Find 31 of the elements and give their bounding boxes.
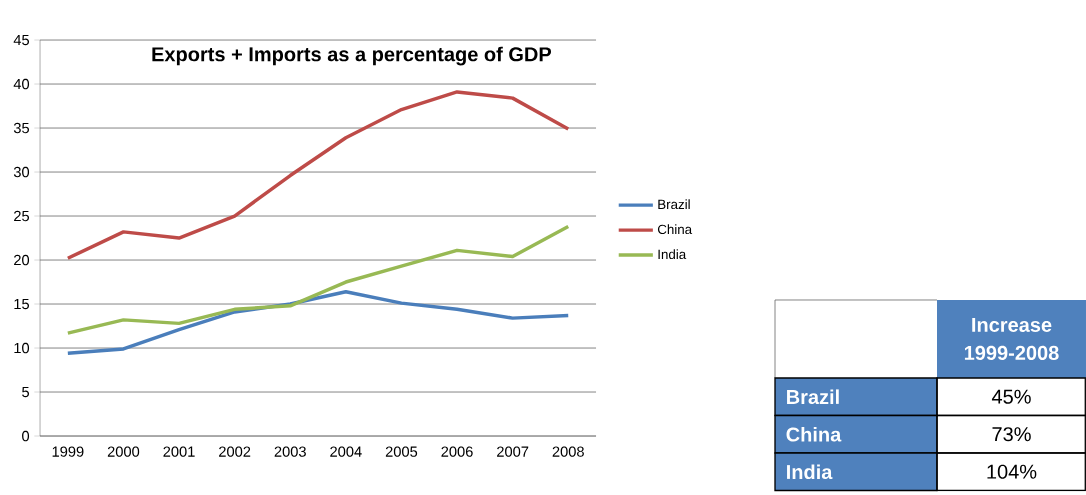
text: 45%: [991, 389, 1031, 404]
x-tick-label: 2000: [107, 446, 140, 457]
x-tick-label: 1999: [52, 446, 84, 457]
category-label: China: [786, 426, 842, 442]
legend-label: Brazil: [658, 199, 690, 210]
x-tick-label: 2006: [441, 446, 473, 457]
text: 104%: [987, 464, 1037, 479]
y-tick-label: 15: [14, 298, 30, 310]
y-tick-label: 45: [13, 34, 30, 46]
category-label: India: [787, 464, 833, 480]
text: 73%: [992, 427, 1031, 442]
y-tick-label: 20: [14, 254, 30, 266]
chart-title: Exports + Imports as a percentage of GDP: [152, 46, 552, 66]
text: Increase 1999-2008: [964, 318, 1059, 360]
legend-label: China: [657, 224, 693, 235]
x-tick-label: 2008: [552, 446, 584, 457]
legend-label: India: [658, 249, 687, 260]
x-tick-label: 2002: [219, 446, 251, 457]
y-tick-label: 30: [13, 166, 30, 178]
y-tick-label: 35: [13, 122, 30, 134]
y-tick-label: 40: [13, 78, 30, 90]
x-tick-label: 2007: [497, 446, 529, 457]
y-tick-label: 5: [22, 386, 30, 398]
x-tick-label: 2003: [274, 446, 306, 457]
y-tick-label: 10: [14, 342, 30, 354]
y-tick-label: 0: [22, 430, 30, 442]
x-tick-label: 2001: [163, 446, 195, 457]
y-tick-label: 25: [14, 210, 30, 222]
x-tick-label: 2004: [330, 446, 362, 457]
category-label: Brazil: [787, 389, 839, 405]
x-tick-label: 2005: [385, 446, 418, 457]
